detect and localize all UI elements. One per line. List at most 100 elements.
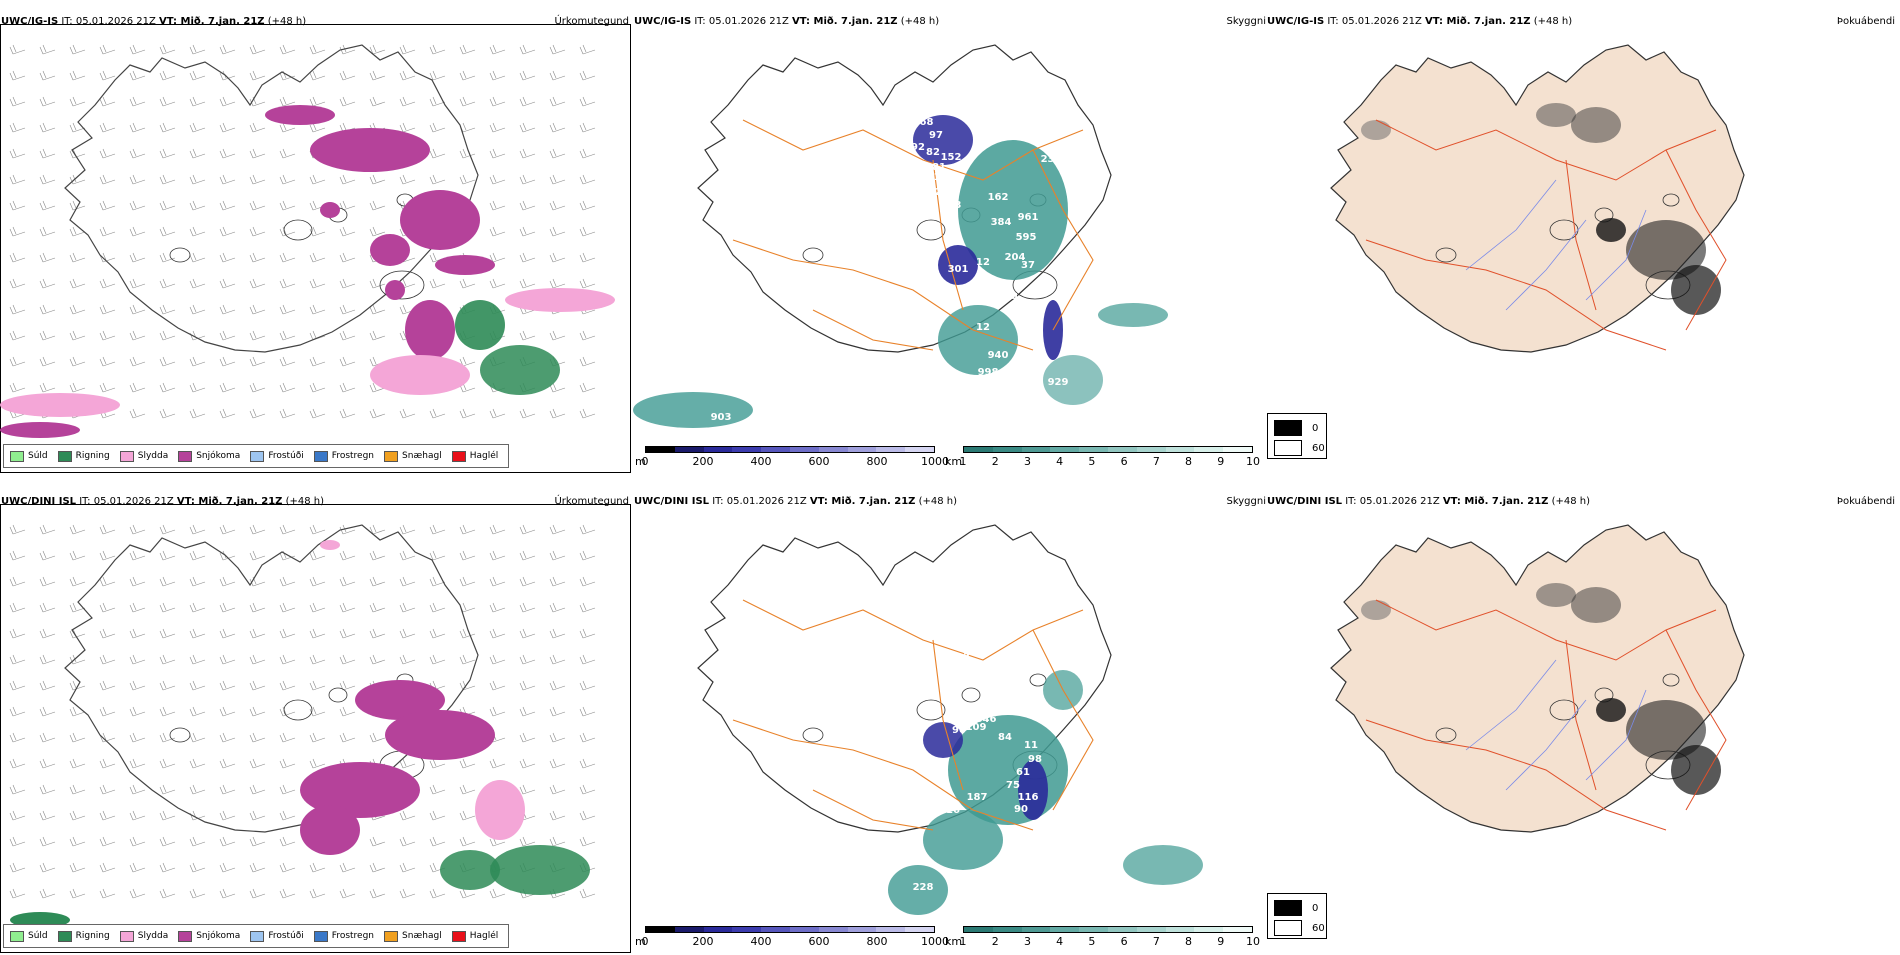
- colorbar-tick: 800: [866, 935, 888, 948]
- ceiling-value: 268: [913, 117, 934, 128]
- colorbar-tick: 9: [1217, 455, 1225, 468]
- glacier-outline: [1435, 247, 1457, 263]
- ceiling-value: 75: [1071, 147, 1085, 158]
- glacier-outline: [169, 727, 191, 743]
- ceiling-value: 61: [1016, 767, 1030, 778]
- colorbar-tick: 10: [1246, 935, 1260, 948]
- ceiling-value: 301: [948, 264, 969, 275]
- ceiling-value: 903: [711, 412, 732, 423]
- ceiling-value: 82: [926, 147, 940, 158]
- legend-swatch: [57, 930, 72, 942]
- fog-index-areas: [1361, 583, 1721, 795]
- ceiling-value: 83: [918, 242, 932, 253]
- ceiling-value: 12: [976, 257, 990, 268]
- ceiling-value: 37: [1021, 260, 1035, 271]
- ceiling-value: 248: [935, 187, 956, 198]
- legend-swatch: [451, 930, 466, 942]
- visibility-areas: [888, 670, 1203, 915]
- glacier-outline: [379, 270, 425, 300]
- ceiling-colorbar: m 0 200 400 600 800 1000: [635, 446, 949, 472]
- row1-fog-panel: UWC/IG-IS IT: 05.01.2026 21Z VT: Mið. 7.…: [1266, 10, 1899, 475]
- colorbar-tick: 200: [692, 455, 714, 468]
- colorbar-tick: 0: [641, 935, 649, 948]
- panel-header: UWC/IG-IS IT: 05.01.2026 21Z VT: Mið. 7.…: [1, 16, 307, 27]
- precip-type-legend: Súld Rigning Slydda Snjókoma Frostúði Frostre…: [3, 444, 510, 468]
- panel-title: Úrkomutegund: [554, 16, 629, 27]
- ceiling-value: 204: [1005, 252, 1026, 263]
- glacier-outline: [1662, 193, 1680, 207]
- legend-item: Snæhagl: [384, 450, 442, 462]
- row2-precip-panel: UWC/DINI ISL IT: 05.01.2026 21Z VT: Mið.…: [0, 490, 633, 955]
- legend-swatch: [119, 450, 134, 462]
- colorbar-tick: 800: [866, 455, 888, 468]
- colorbar-tick: 5: [1088, 455, 1096, 468]
- colorbar-tick: 0: [641, 455, 649, 468]
- panel-title: Úrkomutegund: [554, 496, 629, 507]
- visibility-areas: [633, 115, 1168, 428]
- ceiling-value: 440: [1061, 165, 1082, 176]
- ceiling-value: 81: [932, 162, 946, 173]
- legend-item: Haglél: [451, 450, 498, 462]
- colorbar-tick: 7: [1152, 935, 1160, 948]
- panel-header: UWC/DINI ISL IT: 05.01.2026 21Z VT: Mið.…: [634, 496, 958, 507]
- precip-type-legend: Súld Rigning Slydda Snjókoma Frostúði Frostre…: [3, 924, 510, 948]
- legend-swatch: [10, 930, 24, 942]
- panel-header: UWC/DINI ISL IT: 05.01.2026 21Z VT: Mið.…: [1, 496, 325, 507]
- precip-areas: [10, 540, 590, 928]
- ceiling-value: 22: [1031, 300, 1045, 311]
- panel-title: Þokuábendi: [1836, 496, 1895, 507]
- iceland-outline: [64, 524, 479, 833]
- colorbar-tick: 7: [1152, 455, 1160, 468]
- colorbar-tick: 1000: [921, 935, 949, 948]
- ceiling-value: 74: [992, 697, 1006, 708]
- ceiling-value: 75: [1006, 780, 1020, 791]
- ceiling-value: 116: [1018, 792, 1039, 803]
- colorbar-tick: 1: [959, 455, 967, 468]
- legend-item: Frostúði: [250, 450, 304, 462]
- colorbar-tick: 8: [1185, 455, 1193, 468]
- panel-header: UWC/DINI ISL IT: 05.01.2026 21Z VT: Mið.…: [1267, 496, 1591, 507]
- glacier-outline: [916, 699, 946, 721]
- fog-map: [1330, 524, 1745, 833]
- legend-item: Snjókoma: [178, 450, 240, 462]
- legend-item: Frostregn: [313, 930, 374, 942]
- legend-swatch: [451, 450, 466, 462]
- legend-item: Snæhagl: [384, 930, 442, 942]
- ceiling-value: 228: [913, 882, 934, 893]
- colorbar-tick: 1: [959, 935, 967, 948]
- ceiling-value: 90: [952, 725, 966, 736]
- panel-title: Þokuábendi: [1836, 16, 1895, 27]
- fog-legend: 0 60: [1267, 893, 1327, 939]
- legend-swatch: [313, 930, 328, 942]
- legend-item: Frostregn: [313, 450, 374, 462]
- ceiling-value: 929: [1048, 377, 1069, 388]
- precip-areas: [0, 105, 615, 438]
- iceland-outline: [697, 524, 1112, 833]
- ceiling-value: 825: [1008, 372, 1029, 383]
- legend-swatch: [250, 930, 265, 942]
- colorbar-tick: 2: [991, 935, 999, 948]
- ceiling-value: 109: [966, 722, 987, 733]
- ceiling-value: 97: [929, 130, 943, 141]
- colorbar-tick: 1000: [921, 455, 949, 468]
- ceiling-value: 12: [976, 322, 990, 333]
- ceiling-value: 16: [946, 805, 960, 816]
- ceiling-value: 187: [967, 792, 988, 803]
- legend-swatch: [57, 450, 72, 462]
- ceiling-value: 93: [971, 678, 985, 689]
- fog-legend: 0 60: [1267, 413, 1327, 459]
- colorbar-tick: 400: [750, 455, 772, 468]
- row2-vis-panel: UWC/DINI ISL IT: 05.01.2026 21Z VT: Mið.…: [633, 490, 1266, 955]
- ceiling-value: 998: [978, 367, 999, 378]
- legend-item: Frostúði: [250, 930, 304, 942]
- legend-item: Snjókoma: [178, 930, 240, 942]
- row1-vis-panel: UWC/IG-IS IT: 05.01.2026 21Z VT: Mið. 7.…: [633, 10, 1266, 475]
- colorbar-tick: 2: [991, 455, 999, 468]
- ceiling-value: 90: [1014, 804, 1028, 815]
- ceiling-value: 403: [941, 200, 962, 211]
- iceland-outline: [1330, 524, 1745, 833]
- panel-header: UWC/IG-IS IT: 05.01.2026 21Z VT: Mið. 7.…: [634, 16, 940, 27]
- colorbar-tick: 9: [1217, 935, 1225, 948]
